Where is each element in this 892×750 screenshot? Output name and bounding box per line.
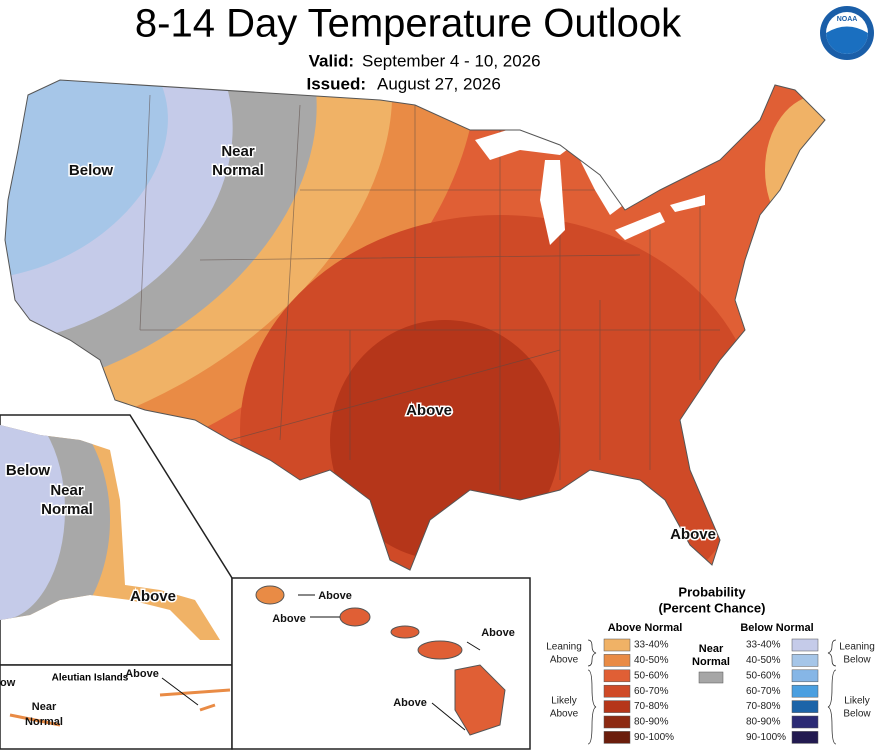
lake-erie [615, 212, 665, 240]
map-label: Below [69, 162, 114, 179]
region-above-70 [330, 320, 560, 560]
legend-range: 90-100% [634, 732, 674, 743]
legend-range: 40-50% [746, 655, 781, 666]
legend-swatch [603, 731, 631, 744]
valid-date: September 4 - 10, 2026 [362, 51, 541, 70]
map-label: Near [221, 143, 255, 160]
lake-ontario [670, 195, 705, 212]
legend-swatch [603, 700, 631, 713]
legend-near: Normal [692, 656, 730, 668]
valid-label: Valid: [309, 51, 354, 70]
legend-group: Leaning [839, 642, 875, 653]
legend-heading: Above Normal [608, 622, 683, 634]
legend-swatch [791, 654, 819, 667]
legend-swatch [791, 715, 819, 729]
legend-title: Probability [678, 584, 746, 599]
map-label: ow [0, 677, 16, 689]
legend-swatch [791, 669, 819, 683]
map-label: Above [318, 590, 352, 602]
map-label: Above [130, 588, 176, 605]
legend-near: Near [699, 643, 724, 655]
legend-range: 90-100% [746, 732, 786, 743]
legend-group: Leaning [546, 642, 582, 653]
legend-swatch [791, 638, 819, 652]
legend-group: Likely [551, 696, 577, 707]
hawaii-inset: Above Above Above Above [231, 577, 531, 750]
legend-range: 60-70% [746, 686, 781, 697]
map-label: Above [406, 402, 452, 419]
region-ne-33 [765, 95, 825, 245]
legend-group: Below [843, 709, 871, 720]
map-label: Above [272, 613, 306, 625]
issued-label: Issued: [306, 74, 366, 93]
map-label: Above [481, 627, 515, 639]
title: 8-14 Day Temperature Outlook [135, 2, 682, 46]
map-label: Normal [212, 162, 264, 179]
state-lines [139, 94, 720, 490]
map-label: Aleutian Islands [52, 673, 129, 684]
map-label: Above [393, 697, 427, 709]
map-label: Below [6, 462, 51, 479]
legend-range: 40-50% [634, 655, 669, 666]
legend-swatch [603, 669, 631, 683]
legend-swatch [603, 654, 631, 667]
legend-swatch [791, 700, 819, 713]
legend-swatch [791, 684, 819, 698]
map-label: Near [50, 482, 84, 499]
issued-date: August 27, 2026 [377, 74, 501, 93]
map-label: Above [670, 526, 716, 543]
legend-range: 60-70% [634, 686, 669, 697]
legend-range: 50-60% [746, 670, 781, 681]
legend-range: 80-90% [634, 717, 669, 728]
legend-range: 70-80% [634, 701, 669, 712]
aleutian-inset: Aleutian Islands ow Above Near Normal [0, 664, 233, 750]
legend-group: Likely [844, 696, 870, 707]
legend-range: 33-40% [634, 640, 669, 651]
lake-michigan [540, 160, 565, 245]
legend-group: Above [550, 655, 579, 666]
legend-swatch [698, 671, 724, 684]
legend-swatch [791, 731, 819, 744]
noaa-logo: NOAA [820, 6, 874, 60]
legend-range: 70-80% [746, 701, 781, 712]
legend-swatch [603, 638, 631, 652]
map-label: Normal [41, 501, 93, 518]
legend: Probability (Percent Chance) Above Norma… [546, 584, 875, 745]
legend-swatch [603, 715, 631, 729]
legend-group: Below [843, 655, 871, 666]
map-label: Normal [25, 716, 63, 728]
logo-text: NOAA [837, 16, 858, 23]
legend-range: 33-40% [746, 640, 781, 651]
us-outline [4, 79, 826, 571]
legend-range: 80-90% [746, 717, 781, 728]
map-label: Above [125, 668, 159, 680]
legend-group: Above [550, 709, 579, 720]
legend-swatch [603, 684, 631, 698]
map-label: Near [32, 701, 57, 713]
legend-heading: Below Normal [740, 622, 813, 634]
alaska-inset: Below Near Normal Above [0, 414, 233, 666]
legend-subtitle: (Percent Chance) [659, 600, 766, 615]
legend-range: 50-60% [634, 670, 669, 681]
